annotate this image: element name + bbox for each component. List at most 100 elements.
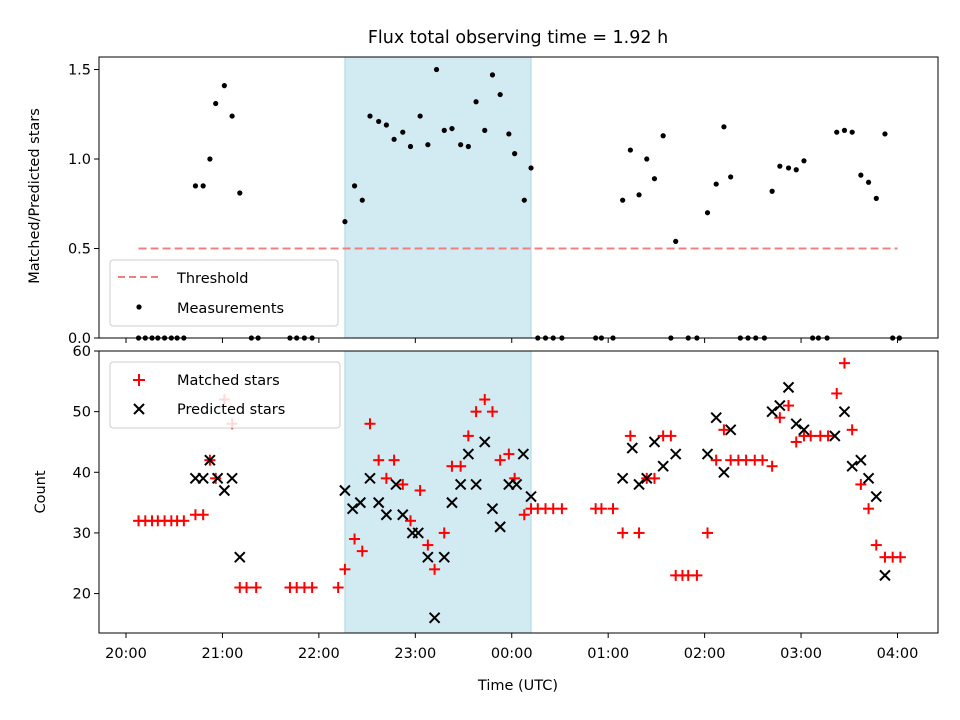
predicted-star-point <box>204 454 216 466</box>
predicted-star-point <box>428 612 441 624</box>
matched-star-point <box>648 472 660 484</box>
predicted-star-point <box>790 418 802 430</box>
measurement-point <box>376 118 382 125</box>
predicted-star-point <box>657 460 669 472</box>
measurement-point <box>651 176 658 182</box>
matched-star-point <box>518 509 530 521</box>
matched-star-point <box>617 527 629 539</box>
measurement-point <box>528 165 534 171</box>
matched-star-point <box>380 472 392 484</box>
bottom-y-tick-label: 20 <box>73 587 91 603</box>
predicted-star-point <box>372 496 385 509</box>
measurement-point <box>627 147 633 153</box>
predicted-star-point <box>669 448 682 460</box>
matched-star-point <box>397 478 409 490</box>
measurement-point <box>849 129 855 135</box>
predicted-star-point <box>234 551 246 563</box>
chart-title: Flux total observing time = 1.92 h <box>368 28 668 48</box>
matched-star-point <box>805 430 817 442</box>
measurement-point <box>207 156 213 162</box>
matched-star-point <box>846 424 858 436</box>
measurement-point <box>221 83 227 89</box>
matched-star-point <box>356 545 368 557</box>
x-tick-label: 22:00 <box>298 646 340 662</box>
x-tick-label: 23:00 <box>394 646 436 662</box>
matched-star-point <box>373 454 385 466</box>
predicted-star-point <box>346 502 359 515</box>
bottom-legend: Matched stars Predicted stars <box>109 361 341 429</box>
matched-star-point <box>250 582 262 594</box>
matched-star-point <box>822 430 834 442</box>
measurement-point <box>407 143 414 150</box>
legend-predicted-swatch <box>133 403 145 415</box>
matched-star-point <box>790 436 802 448</box>
predicted-star-point <box>798 424 810 436</box>
legend-matched-label: Matched stars <box>177 373 280 389</box>
top-plot: 0.0 0.5 1.0 1.5 <box>68 56 939 347</box>
matched-star-point <box>718 424 730 436</box>
measurement-point <box>497 91 503 98</box>
predicted-stars-series <box>189 381 891 624</box>
matched-star-point <box>691 569 703 581</box>
measurement-point <box>660 133 666 139</box>
predicted-star-point <box>782 381 795 394</box>
matched-star-point <box>241 582 253 594</box>
measurement-point <box>367 113 373 119</box>
x-tick-label: 01:00 <box>587 646 629 662</box>
measurement-point <box>489 72 496 78</box>
predicted-star-point <box>616 472 629 485</box>
measurement-point <box>644 156 650 162</box>
measurement-point <box>342 219 348 225</box>
top-y-tick-label: 1.5 <box>68 63 91 79</box>
matched-star-point <box>210 472 222 484</box>
predicted-star-point <box>479 436 491 448</box>
matched-star-point <box>306 582 318 594</box>
matched-star-point <box>462 430 474 442</box>
matched-star-point <box>479 394 491 406</box>
measurement-point <box>728 174 734 180</box>
legend-measurements-swatch <box>136 304 142 310</box>
measurement-point <box>465 143 471 150</box>
matched-star-point <box>894 551 906 563</box>
matched-star-point <box>422 539 434 551</box>
top-y-tick-label: 0.5 <box>68 242 91 258</box>
predicted-star-point <box>633 478 645 491</box>
matched-star-point <box>633 527 645 539</box>
predicted-star-point <box>766 405 778 418</box>
top-y-axis-label: Matched/Predicted stars <box>27 108 43 284</box>
measurement-point <box>620 197 626 203</box>
measurement-point <box>865 179 872 185</box>
bottom-legend-box <box>109 361 341 429</box>
x-tick-label: 00:00 <box>491 646 533 662</box>
bottom-y-tick-label: 40 <box>73 465 91 481</box>
predicted-star-point <box>626 442 639 454</box>
measurement-point <box>858 172 864 178</box>
matched-star-point <box>197 509 209 521</box>
bottom-y-tick-label: 60 <box>73 344 91 360</box>
measurement-point <box>777 163 783 169</box>
measurement-point <box>417 113 423 119</box>
measurement-point <box>391 136 397 142</box>
top-legend-box <box>109 259 339 327</box>
x-tick-label: 04:00 <box>877 646 919 662</box>
measurement-point <box>433 66 440 73</box>
matched-star-point <box>665 430 677 442</box>
measurement-point <box>834 129 840 135</box>
measurement-point <box>458 142 464 148</box>
measurement-point <box>473 99 479 105</box>
x-axis-label: Time (UTC) <box>477 678 558 694</box>
predicted-star-point <box>397 509 409 521</box>
bottom-shaded-region <box>344 350 532 634</box>
predicted-star-point <box>870 490 882 503</box>
predicted-star-point <box>855 454 867 466</box>
measurement-point <box>213 100 219 107</box>
matched-star-point <box>607 503 619 515</box>
measurement-point <box>351 183 358 189</box>
predicted-star-point <box>422 551 434 563</box>
predicted-star-point <box>718 466 730 478</box>
matched-star-point <box>756 454 768 466</box>
matched-star-point <box>710 454 722 466</box>
matched-star-point <box>870 539 882 551</box>
matched-star-point <box>556 503 568 515</box>
measurement-point <box>400 129 406 135</box>
